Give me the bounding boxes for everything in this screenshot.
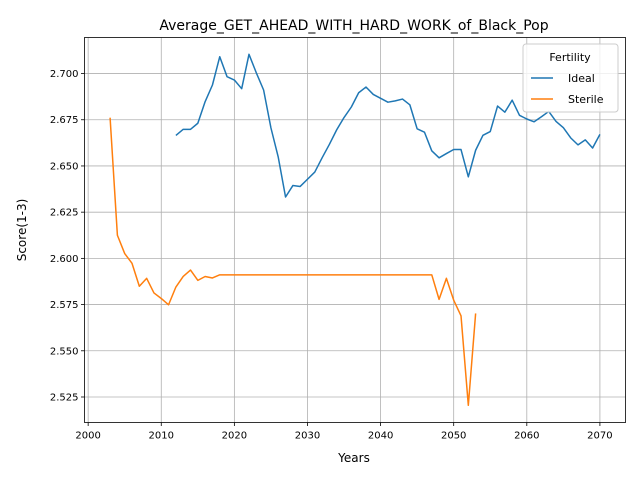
x-tick-label: 2020 — [222, 431, 247, 442]
x-tick-label: 2060 — [514, 431, 539, 442]
y-axis-label: Score(1-3) — [15, 199, 29, 262]
x-tick-label: 2000 — [75, 431, 100, 442]
x-tick-label: 2040 — [368, 431, 393, 442]
legend: Fertility Ideal Sterile — [522, 43, 619, 113]
y-tick-label: 2.625 — [50, 208, 79, 219]
legend-label-ideal: Ideal — [568, 72, 595, 85]
x-tick-label: 2010 — [149, 431, 174, 442]
x-tick-label: 2050 — [441, 431, 466, 442]
plot-frame — [84, 37, 626, 423]
y-tick-label: 2.675 — [50, 115, 79, 126]
x-axis: 2000 2010 2020 2030 2040 2050 2060 2070 — [75, 422, 613, 442]
legend-title: Fertility — [549, 51, 591, 64]
y-tick-label: 2.550 — [50, 346, 79, 357]
series-line-sterile — [109, 117, 477, 407]
y-tick-label: 2.600 — [50, 254, 79, 265]
y-axis: 2.525 2.550 2.575 2.600 2.625 2.650 2.675 2.700 — [50, 69, 85, 403]
y-tick-label: 2.650 — [50, 161, 79, 172]
legend-box — [522, 43, 619, 113]
series-lines — [109, 53, 601, 407]
x-axis-label: Years — [337, 451, 370, 465]
x-tick-label: 2070 — [587, 431, 612, 442]
chart-title: Average_GET_AHEAD_WITH_HARD_WORK_of_Blac… — [159, 18, 548, 34]
series-line-ideal — [175, 53, 601, 198]
y-tick-label: 2.525 — [50, 392, 79, 403]
y-tick-label: 2.700 — [50, 69, 79, 80]
y-tick-label: 2.575 — [50, 300, 79, 311]
legend-label-sterile: Sterile — [568, 93, 604, 106]
x-tick-label: 2030 — [295, 431, 320, 442]
